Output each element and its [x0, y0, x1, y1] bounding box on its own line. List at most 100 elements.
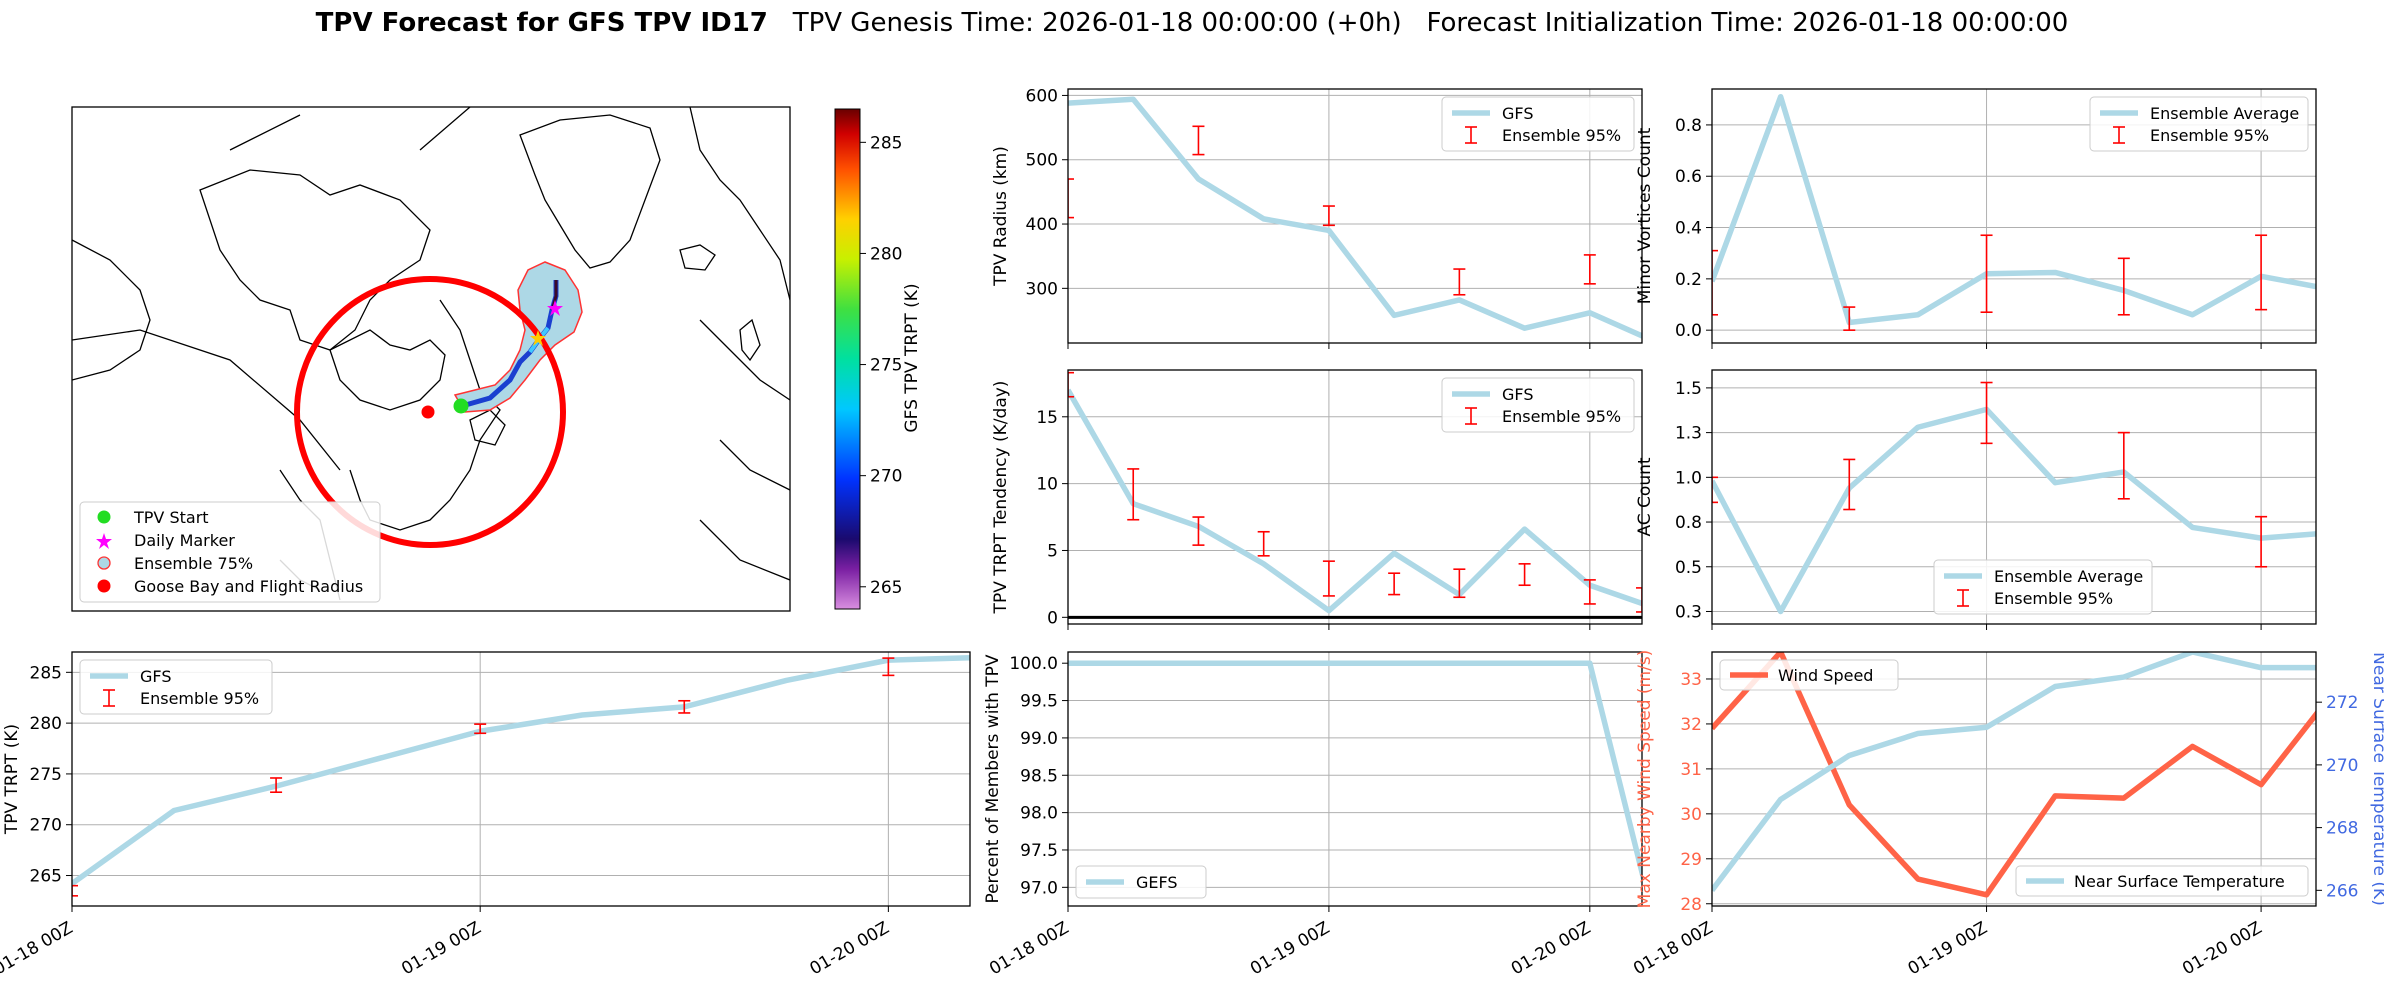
y-tick-label: 270: [30, 816, 62, 836]
x-tick-label: 01-19 00Z: [398, 918, 484, 979]
y-tick-label: 0.5: [1675, 558, 1702, 578]
y-tick-label: 99.0: [1020, 729, 1058, 749]
legend-daily-label: Daily Marker: [134, 531, 235, 550]
ensemble-75-region: [453, 261, 583, 413]
y-tick-label: 15: [1036, 408, 1058, 428]
daily-marker: [547, 300, 563, 316]
x-tick-label: 01-18 00Z: [1630, 918, 1716, 979]
y-axis-label: Max Nearby Wind Speed (m/s): [1635, 650, 1655, 909]
y-tick-label: 97.5: [1020, 841, 1058, 861]
tpv-start-marker: [453, 398, 469, 414]
map-border-line: [72, 329, 341, 471]
series-line: [1712, 652, 2316, 892]
map-coastline-newfoundland: [469, 409, 506, 446]
legend-label: GFS: [140, 667, 171, 686]
flight-radius-circle: [294, 276, 566, 548]
chart-legend: Ensemble Average Ensemble 95%: [1933, 559, 2153, 615]
y-tick-label: 500: [1026, 151, 1058, 171]
legend-box: [1933, 559, 2153, 615]
chart-frame: [71, 651, 971, 907]
colorbar-tick-label: 275: [870, 356, 902, 376]
figure-title: TPV Forecast for GFS TPV ID17 TPV Genesi…: [0, 8, 2384, 38]
chart-series: [1068, 660, 1642, 884]
map-coastline-greenland: [519, 114, 661, 269]
colorbar-label: GFS TPV TRPT (K): [902, 283, 922, 432]
y-tick-label: 33: [1680, 670, 1702, 690]
series-line: [1712, 652, 2316, 898]
y2-tick-label: 272: [2326, 693, 2358, 713]
legend-goose-label: Goose Bay and Flight Radius: [134, 577, 363, 596]
colorbar-tick-label: 280: [870, 244, 902, 264]
chart-legend: GFS Ensemble 95%: [1441, 377, 1635, 433]
map-coastline-iceland: [679, 244, 716, 271]
y-tick-label: 98.5: [1020, 766, 1058, 786]
chart-series: [1712, 381, 2316, 615]
y2-tick-label: 270: [2326, 756, 2358, 776]
chart-radius: 300 400 500 600 TPV Radius (km) GFS Ensemble 9…: [991, 86, 1643, 349]
legend-label: Ensemble 95%: [1502, 407, 1621, 426]
y2-tick-label: 266: [2326, 881, 2358, 901]
y-tick-label: 28: [1680, 895, 1702, 915]
legend-label: Ensemble 95%: [1502, 126, 1621, 145]
genesis-time: TPV Genesis Time: 2026-01-18 00:00:00 (+…: [792, 8, 1402, 38]
y-tick-label: 0.6: [1675, 167, 1702, 187]
chart-frame: [1711, 88, 2317, 344]
chart-series: [1712, 93, 2316, 331]
chart-legend: Ensemble Average Ensemble 95%: [2089, 96, 2309, 152]
legend-goose-icon: [97, 579, 111, 593]
init-time: Forecast Initialization Time: 2026-01-18…: [1426, 8, 2069, 38]
x-tick-label: 01-18 00Z: [986, 918, 1072, 979]
chart-series: [1712, 652, 2316, 898]
chart-legend: GFS Ensemble 95%: [79, 659, 273, 715]
y-tick-label: 1.5: [1675, 379, 1702, 399]
y-tick-label: 0.4: [1675, 219, 1702, 239]
y-tick-label: 600: [1026, 86, 1058, 106]
legend-label: Wind Speed: [1778, 666, 1873, 685]
y-tick-label: 400: [1026, 215, 1058, 235]
map-panel: TPV Start Daily Marker Ensemble 75% Goos…: [71, 106, 922, 612]
y-tick-label: 280: [30, 714, 62, 734]
legend-label: GFS: [1502, 385, 1533, 404]
chart-percent: 97.0 97.5 98.0 98.5 99.0 99.5 100.0 01-18 00Z 01…: [983, 651, 1643, 979]
series-line: [72, 654, 970, 886]
chart-legend: Wind Speed: [1719, 659, 1899, 691]
y-axis-label: Minor Vortices Count: [1635, 127, 1655, 304]
series-line: [1068, 96, 1642, 339]
chart-series: [1068, 371, 1642, 619]
y-tick-label: 32: [1680, 715, 1702, 735]
y-axis-label: AC Count: [1635, 457, 1655, 536]
colorbar-tick-label: 270: [870, 467, 902, 487]
goose-bay-marker: [421, 405, 435, 419]
y-tick-label: 97.0: [1020, 878, 1058, 898]
legend-label: Near Surface Temperature: [2074, 872, 2285, 891]
x-tick-label: 01-20 00Z: [2179, 918, 2265, 979]
y-tick-label: 0: [1047, 608, 1058, 628]
y-tick-label: 1.3: [1675, 424, 1702, 444]
chart-trpt: 265 270 275 280 285 01-18 00Z 01-19 00Z 01-20 0…: [0, 651, 971, 979]
chart-frame: [1067, 88, 1643, 344]
y-tick-label: 0.3: [1675, 602, 1702, 622]
chart-legend: GFS Ensemble 95%: [1441, 96, 1635, 152]
colorbar-tick-label: 265: [870, 578, 902, 598]
series-line: [1712, 93, 2316, 326]
x-tick-label: 01-19 00Z: [1905, 918, 1991, 979]
map-coastline-europe: [689, 107, 790, 581]
y-axis-label: Percent of Members with TPV: [983, 654, 1003, 903]
y-tick-label: 100.0: [1009, 654, 1058, 674]
y-tick-label: 5: [1047, 541, 1058, 561]
chart-legend: Near Surface Temperature: [2015, 865, 2309, 897]
y-tick-label: 265: [30, 867, 62, 887]
legend-start-label: TPV Start: [133, 508, 209, 527]
series-line: [1068, 388, 1642, 614]
x-tick-label: 01-18 00Z: [0, 918, 76, 979]
legend-label: GFS: [1502, 104, 1533, 123]
legend-label: Ensemble Average: [2150, 104, 2299, 123]
legend-star-icon: [96, 533, 112, 549]
colorbar-ticks: 265 270 275 280 285: [860, 133, 902, 598]
y-tick-label: 275: [30, 765, 62, 785]
chart-frame: [1711, 369, 2317, 625]
chart-frame: [1711, 651, 2317, 907]
y-axis-label: TPV TRPT (K): [2, 724, 22, 835]
y-tick-label: 300: [1026, 279, 1058, 299]
